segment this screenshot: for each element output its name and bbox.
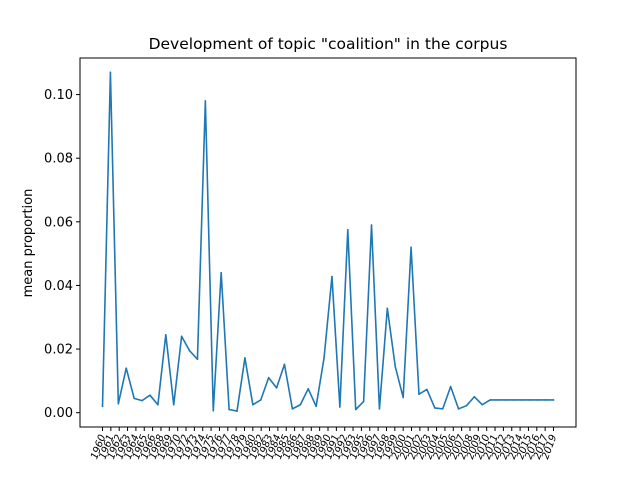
data-point bbox=[481, 403, 484, 406]
data-point bbox=[291, 408, 294, 410]
data-point bbox=[552, 399, 555, 401]
data-point bbox=[378, 408, 381, 410]
data-point bbox=[410, 246, 412, 249]
data-point bbox=[402, 396, 404, 399]
data-point bbox=[418, 393, 420, 396]
data-point bbox=[307, 388, 310, 390]
data-point bbox=[449, 385, 452, 388]
data-point bbox=[299, 403, 302, 406]
data-point bbox=[544, 399, 547, 401]
data-point bbox=[141, 399, 143, 402]
data-point bbox=[164, 333, 167, 336]
data-point bbox=[188, 349, 191, 352]
data-point bbox=[204, 100, 207, 102]
data-point bbox=[536, 399, 539, 401]
data-point bbox=[521, 399, 523, 401]
data-point bbox=[386, 307, 389, 310]
data-point bbox=[267, 376, 270, 379]
data-point bbox=[426, 388, 428, 391]
y-tick-label: 0.10 bbox=[44, 88, 73, 103]
series-line bbox=[101, 71, 555, 412]
data-point bbox=[339, 406, 341, 408]
data-point bbox=[497, 399, 499, 401]
y-axis-label: mean proportion bbox=[21, 189, 36, 298]
data-point bbox=[220, 271, 222, 274]
data-point bbox=[157, 403, 159, 406]
data-point bbox=[346, 228, 349, 231]
y-tick-label: 0.04 bbox=[44, 279, 73, 294]
data-point bbox=[149, 394, 151, 396]
y-tick-label: 0.06 bbox=[44, 215, 73, 230]
data-point bbox=[125, 367, 128, 369]
data-point bbox=[362, 400, 365, 403]
data-point bbox=[133, 397, 135, 400]
data-point bbox=[441, 408, 444, 410]
data-point bbox=[252, 403, 254, 406]
data-point bbox=[283, 363, 286, 366]
data-point bbox=[228, 408, 230, 411]
data-point bbox=[315, 405, 317, 408]
y-tick-label: 0.00 bbox=[44, 406, 73, 421]
y-tick-label: 0.02 bbox=[44, 343, 73, 358]
data-point bbox=[434, 407, 436, 409]
data-point bbox=[370, 224, 373, 226]
data-point bbox=[323, 357, 325, 359]
data-point bbox=[331, 275, 333, 278]
data-point bbox=[394, 365, 397, 368]
data-point bbox=[259, 399, 262, 401]
series-group bbox=[101, 71, 555, 412]
data-point bbox=[244, 357, 246, 359]
data-point bbox=[528, 399, 531, 401]
data-point bbox=[101, 405, 104, 408]
data-point bbox=[172, 403, 175, 406]
data-point bbox=[236, 410, 238, 412]
x-axis: 1960196119621963196419651966196819691970… bbox=[89, 427, 559, 461]
data-point bbox=[465, 404, 468, 407]
data-point bbox=[212, 409, 215, 412]
data-point bbox=[109, 71, 112, 74]
plot-frame bbox=[79, 57, 577, 428]
data-point bbox=[489, 399, 492, 401]
data-point bbox=[505, 399, 507, 401]
y-axis: 0.00 0.02 0.04 0.06 0.08 0.10 bbox=[44, 88, 80, 421]
data-point bbox=[196, 358, 199, 361]
data-point bbox=[117, 402, 120, 405]
data-point bbox=[513, 399, 515, 401]
data-point bbox=[473, 395, 476, 398]
data-point bbox=[457, 408, 460, 410]
data-point bbox=[275, 387, 278, 389]
y-tick-label: 0.08 bbox=[44, 152, 73, 167]
data-point bbox=[180, 335, 183, 338]
data-point bbox=[354, 408, 357, 411]
chart-title: Development of topic "coalition" in the … bbox=[149, 35, 508, 53]
